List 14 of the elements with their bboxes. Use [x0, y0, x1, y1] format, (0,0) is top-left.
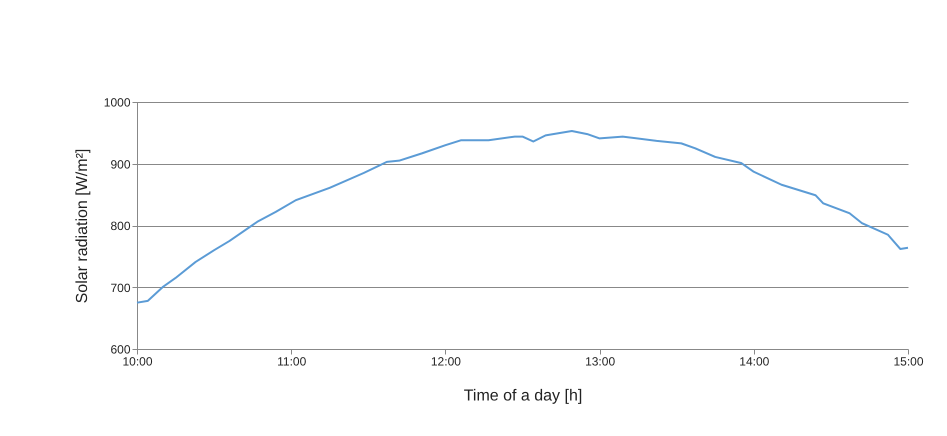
- x-tick-label: 11:00: [277, 354, 307, 368]
- y-tick-label: 1000: [104, 96, 131, 110]
- y-tick-label: 700: [110, 280, 131, 295]
- x-tick-label: 13:00: [585, 354, 616, 368]
- y-tick-label: 800: [110, 219, 131, 233]
- x-tick-label: 15:00: [893, 354, 924, 368]
- line-series: [136, 130, 909, 304]
- y-tick-label: 600: [110, 342, 131, 356]
- x-tick-label: 10:00: [122, 354, 153, 368]
- x-tick-label: 12:00: [430, 354, 462, 368]
- y-tick-label: 900: [110, 157, 131, 172]
- x-axis-title: Time of a day [h]: [464, 388, 582, 404]
- y-axis-title: Solar radiation [W/m²]: [74, 148, 91, 304]
- x-tick-label: 14:00: [739, 354, 770, 368]
